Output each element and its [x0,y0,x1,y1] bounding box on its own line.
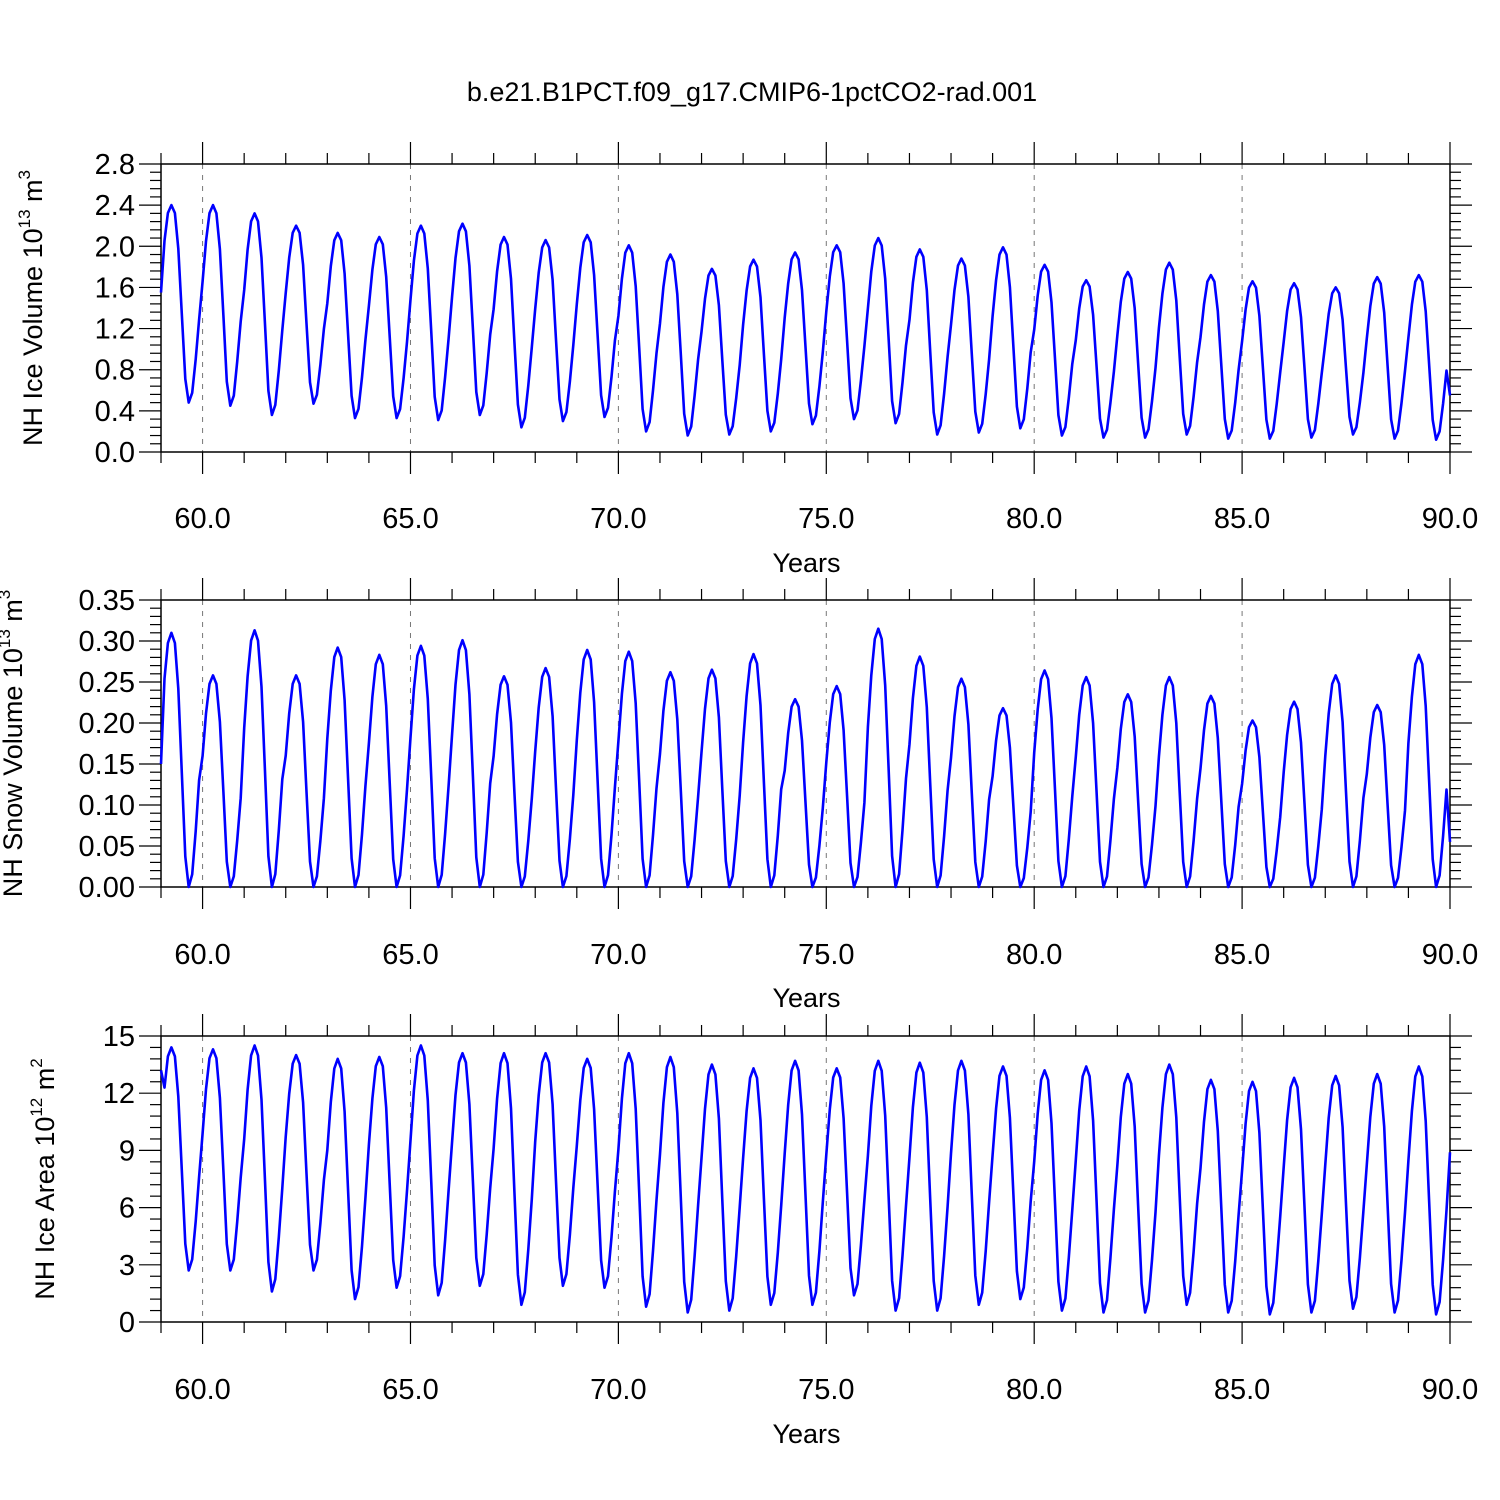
y-tick-label: 15 [103,1021,135,1053]
x-axis-title: Years [772,548,840,578]
y-tick-label: 0.00 [79,872,135,904]
y-tick-label: 0.30 [79,626,135,658]
y-tick-label: 0.10 [79,790,135,822]
y-axis-title: NH Ice Area 1012 m2 [27,1058,60,1299]
y-tick-label: 0.15 [79,749,135,781]
y-tick-label: 0.0 [95,437,135,469]
x-tick-label: 65.0 [382,1374,438,1406]
x-tick-label: 70.0 [590,939,646,971]
x-tick-label: 60.0 [174,1374,230,1406]
y-tick-label: 0.25 [79,667,135,699]
y-tick-label: 0.05 [79,831,135,863]
y-tick-label: 0.4 [95,396,135,428]
y-tick-label: 1.2 [95,314,135,346]
panel-3: 0 3 6 9 12 15 60.0 65.0 70.0 75.0 80.0 85.0 90.0 Year… [27,1014,1478,1449]
y-tick-label: 0.20 [79,708,135,740]
x-tick-label: 70.0 [590,503,646,535]
series-line [159,1044,1452,1316]
panel-2: 0.00 0.05 0.10 0.15 0.20 0.25 0.30 0.35 60.0 65.0… [0,578,1478,1013]
x-tick-label: 85.0 [1214,1374,1270,1406]
y-tick-label: 12 [103,1078,135,1110]
x-tick-label: 75.0 [798,503,854,535]
series-line [159,203,1452,441]
x-tick-label: 65.0 [382,503,438,535]
y-tick-label: 3 [119,1250,135,1282]
x-tick-label: 90.0 [1422,939,1478,971]
y-tick-label: 2.4 [95,190,135,222]
x-tick-label: 85.0 [1214,503,1270,535]
x-tick-label: 80.0 [1006,939,1062,971]
x-tick-label: 85.0 [1214,939,1270,971]
series-line [159,627,1452,889]
panel-1: 0.0 0.4 0.8 1.2 1.6 2.0 2.4 2.8 60.0 65.0 70.0 75.0… [15,142,1478,578]
x-tick-label: 65.0 [382,939,438,971]
y-tick-label: 1.6 [95,272,135,304]
x-axis-title: Years [772,1419,840,1449]
y-axis-title: NH Snow Volume 1013 m3 [0,590,28,898]
x-tick-label: 90.0 [1422,1374,1478,1406]
y-tick-label: 0.35 [79,585,135,617]
y-tick-label: 0 [119,1307,135,1339]
y-axis-title: NH Ice Volume 1013 m3 [15,170,48,446]
x-tick-label: 75.0 [798,939,854,971]
x-tick-label: 60.0 [174,503,230,535]
y-tick-label: 9 [119,1135,135,1167]
x-tick-label: 80.0 [1006,503,1062,535]
y-tick-label: 6 [119,1193,135,1225]
x-tick-label: 75.0 [798,1374,854,1406]
y-tick-label: 2.0 [95,231,135,263]
plot-frame [160,163,1451,453]
x-tick-label: 70.0 [590,1374,646,1406]
x-tick-label: 90.0 [1422,503,1478,535]
y-tick-label: 2.8 [95,149,135,181]
x-tick-label: 80.0 [1006,1374,1062,1406]
x-tick-label: 60.0 [174,939,230,971]
figure-title: b.e21.B1PCT.f09_g17.CMIP6-1pctCO2-rad.00… [467,77,1037,107]
y-tick-label: 0.8 [95,355,135,387]
x-axis-title: Years [772,983,840,1013]
plot-frame [160,1035,1451,1323]
